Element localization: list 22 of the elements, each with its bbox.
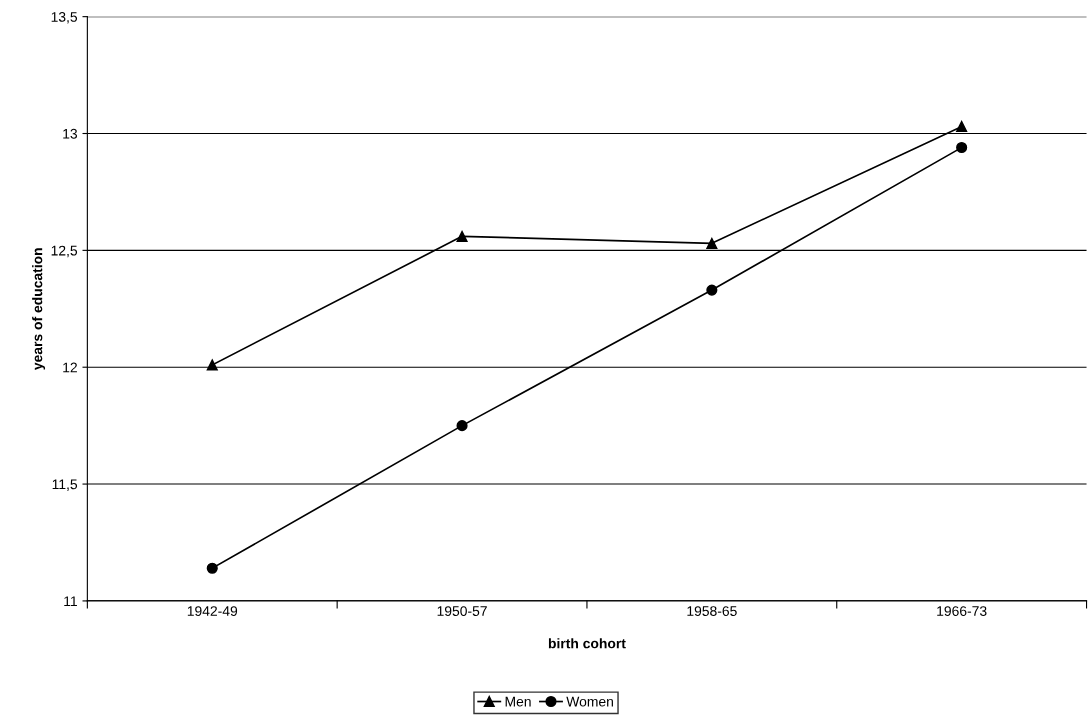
y-tick-label: 11,5	[52, 479, 78, 491]
y-tick-label: 11	[64, 596, 77, 606]
legend-label: Men	[505, 696, 531, 707]
y-tick-label: 13,5	[51, 11, 78, 24]
x-tick-label: 1966-73	[937, 606, 987, 616]
legend-label: Women	[566, 696, 613, 707]
point	[206, 359, 218, 371]
point	[706, 284, 718, 296]
x-tick-label: 1942-49	[187, 606, 238, 616]
y-tick-label: 13	[63, 128, 78, 139]
x-tick-label: 1950-57	[437, 606, 487, 616]
point	[456, 230, 468, 242]
x-tick-label: 1958-65	[687, 606, 737, 616]
y-axis-title: years of education	[32, 248, 46, 371]
point	[206, 562, 218, 574]
point	[706, 237, 718, 249]
point	[956, 141, 968, 154]
point	[956, 120, 968, 133]
y-tick-label: 12,5	[51, 245, 78, 258]
y-tick-label: 12	[63, 362, 77, 373]
point	[456, 420, 468, 432]
x-axis-title: birth cohort	[548, 638, 626, 649]
